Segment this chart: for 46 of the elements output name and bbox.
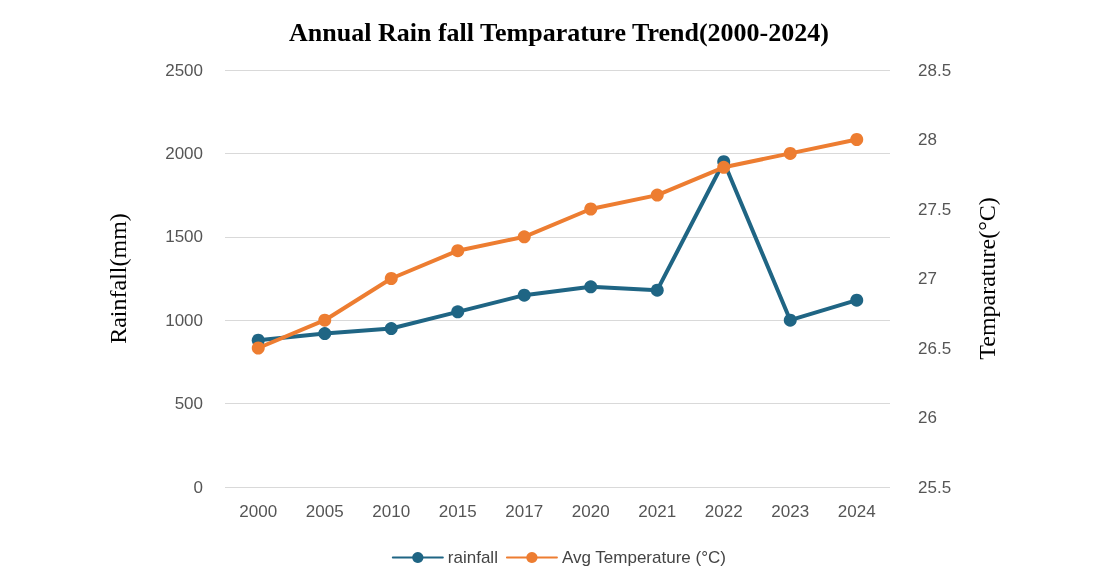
y-axis-title: Rainfall(mm): [105, 213, 131, 344]
point: [384, 272, 398, 285]
x-tick-label: 2000: [239, 502, 278, 521]
point: [850, 133, 864, 146]
x-tick-label: 2022: [704, 502, 743, 521]
y-tick-label: 1000: [165, 310, 203, 330]
point: [517, 288, 531, 302]
x-tick-label: 2010: [372, 502, 411, 521]
point: [451, 305, 465, 319]
y-tick-label: 1500: [165, 227, 203, 247]
point: [783, 146, 797, 160]
y2-tick-label: 28: [918, 130, 937, 149]
x-tick-label: 2021: [638, 502, 677, 521]
x-tick-label: 2023: [771, 502, 810, 521]
x-tick-label: 2017: [505, 502, 544, 521]
point: [384, 322, 398, 336]
y-tick-label: 0: [193, 477, 203, 497]
legend-label: Avg Temperature (°C): [561, 548, 726, 567]
legend-label: rainfall: [447, 548, 498, 567]
y-tick-label: 500: [174, 394, 203, 414]
point: [717, 160, 731, 174]
point: [783, 313, 797, 327]
point: [251, 341, 265, 355]
y2-tick-label: 26.5: [918, 338, 952, 358]
x-tick-label: 2020: [571, 502, 610, 521]
point: [318, 327, 332, 341]
chart-title: Annual Rain fall Temparature Trend(2000-2024): [289, 17, 829, 47]
y-tick-label: 2000: [165, 143, 203, 163]
x-tick-label: 2024: [837, 502, 876, 521]
y-tick-label: 2500: [165, 60, 203, 80]
point: [517, 230, 531, 244]
x-tick-label: 2015: [438, 502, 477, 521]
y2-axis-title: Temparature(°C): [974, 197, 1000, 360]
y2-tick-label: 25.5: [918, 477, 952, 497]
point: [451, 244, 465, 258]
point: [650, 188, 664, 202]
point: [650, 283, 664, 297]
y2-tick-label: 27.5: [918, 199, 952, 219]
y2-tick-label: 28.5: [918, 60, 952, 80]
point: [584, 202, 598, 216]
point: [584, 280, 598, 294]
x-tick-label: 2005: [305, 502, 344, 521]
y2-tick-label: 27: [918, 269, 937, 288]
point: [850, 293, 864, 307]
y2-tick-label: 26: [918, 408, 937, 427]
point: [318, 313, 332, 327]
